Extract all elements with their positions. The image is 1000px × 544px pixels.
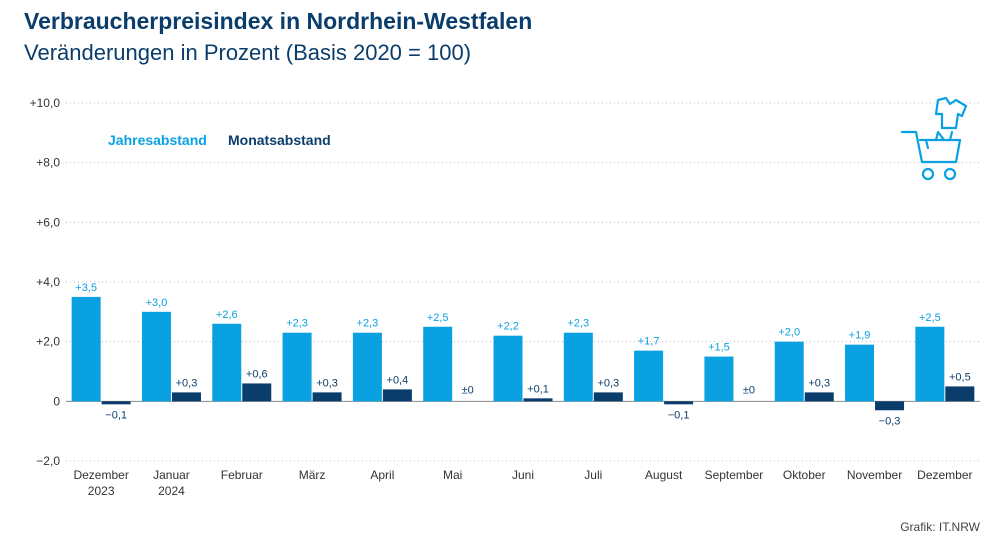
data-label-monatsabstand: +0,3 [176, 377, 198, 389]
x-tick-label: September [705, 468, 764, 482]
data-label-monatsabstand: −0,1 [105, 409, 127, 421]
data-label-jahresabstand: +3,0 [146, 297, 168, 309]
bar-monatsabstand [382, 389, 412, 402]
x-tick-label: Dezember 2023 [73, 468, 128, 498]
y-tick-label: +8,0 [36, 156, 60, 170]
x-tick-label: Februar [221, 468, 263, 482]
bar-jahresabstand [141, 311, 171, 402]
bar-jahresabstand [845, 344, 875, 402]
data-label-monatsabstand: +0,4 [387, 374, 409, 386]
x-tick-label: Dezember [917, 468, 972, 482]
data-label-jahresabstand: +1,9 [849, 330, 871, 342]
data-label-jahresabstand: +2,5 [919, 312, 941, 324]
bar-jahresabstand [774, 341, 804, 402]
y-tick-label: +6,0 [36, 215, 60, 229]
data-label-monatsabstand: −0,1 [668, 409, 690, 421]
data-label-monatsabstand: +0,3 [597, 377, 619, 389]
x-tick-label: Juni [512, 468, 534, 482]
x-tick-label: Mai [443, 468, 462, 482]
data-label-jahresabstand: +3,5 [75, 282, 97, 294]
x-tick-label: Oktober [783, 468, 826, 482]
source-credit: Grafik: IT.NRW [900, 520, 980, 534]
data-label-monatsabstand: ±0 [743, 384, 755, 396]
bar-monatsabstand [171, 392, 201, 402]
y-tick-label: 0 [53, 394, 60, 408]
data-label-jahresabstand: +2,5 [427, 312, 449, 324]
data-label-monatsabstand: +0,3 [808, 377, 830, 389]
data-label-monatsabstand: +0,6 [246, 368, 268, 380]
bar-jahresabstand [212, 323, 242, 402]
data-label-jahresabstand: +1,7 [638, 336, 660, 348]
data-label-jahresabstand: +2,2 [497, 321, 519, 333]
bar-jahresabstand [282, 332, 312, 402]
data-label-monatsabstand: −0,3 [879, 415, 901, 427]
bar-jahresabstand [563, 332, 593, 402]
data-label-monatsabstand: +0,5 [949, 371, 971, 383]
legend-jahresabstand: Jahresabstand [108, 132, 207, 148]
x-tick-label: Juli [584, 468, 602, 482]
data-label-jahresabstand: +2,0 [778, 327, 800, 339]
bar-monatsabstand [101, 401, 131, 405]
bar-monatsabstand [593, 392, 623, 402]
y-tick-label: +10,0 [30, 96, 61, 110]
chart-title: Verbraucherpreisindex in Nordrhein-Westf… [24, 8, 533, 34]
x-tick-label: Januar 2024 [153, 468, 190, 498]
chart-subtitle: Veränderungen in Prozent (Basis 2020 = 1… [24, 40, 472, 65]
legend-monatsabstand: Monatsabstand [228, 132, 331, 148]
data-label-jahresabstand: +2,6 [216, 309, 238, 321]
bar-jahresabstand [71, 296, 101, 402]
bar-jahresabstand [493, 335, 523, 402]
bar-monatsabstand [664, 401, 694, 405]
x-tick-label: August [645, 468, 683, 482]
bar-monatsabstand [523, 398, 553, 402]
data-label-monatsabstand: ±0 [462, 384, 474, 396]
bar-jahresabstand [423, 326, 453, 402]
shopping-cart-with-shirt-icon [900, 96, 968, 181]
y-tick-label: +2,0 [36, 335, 60, 349]
data-label-jahresabstand: +2,3 [357, 318, 379, 330]
data-label-jahresabstand: +2,3 [286, 318, 308, 330]
data-label-jahresabstand: +2,3 [567, 318, 589, 330]
y-tick-label: +4,0 [36, 275, 60, 289]
y-tick-label: −2,0 [36, 454, 60, 468]
bar-monatsabstand [312, 392, 342, 402]
x-tick-label: November [847, 468, 902, 482]
bar-monatsabstand [804, 392, 834, 402]
bar-jahresabstand [915, 326, 945, 402]
bar-monatsabstand [242, 383, 272, 402]
data-label-monatsabstand: +0,3 [316, 377, 338, 389]
data-label-monatsabstand: +0,1 [527, 383, 549, 395]
data-label-jahresabstand: +1,5 [708, 342, 730, 354]
x-tick-label: März [299, 468, 326, 482]
bar-jahresabstand [704, 356, 734, 402]
bar-jahresabstand [634, 350, 664, 402]
bar-monatsabstand [945, 386, 975, 402]
bar-monatsabstand [875, 401, 905, 411]
x-tick-label: April [370, 468, 394, 482]
bar-jahresabstand [352, 332, 382, 402]
